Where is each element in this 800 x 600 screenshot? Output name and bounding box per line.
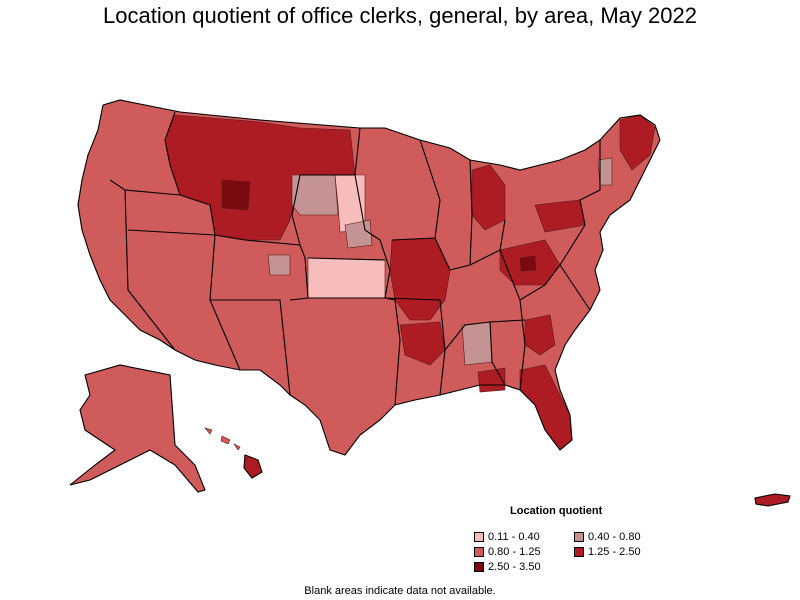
map-region-high-mississippi-valley (399, 321, 446, 366)
map-region-mid-nebraska (344, 219, 373, 249)
legend-swatch (474, 562, 484, 572)
state-boundaries (69, 99, 791, 507)
map-title: Location quotient of office clerks, gene… (103, 3, 697, 28)
footnote: Blank areas indicate data not available. (304, 585, 496, 597)
legend-swatch (574, 532, 584, 542)
map-region-hawaii-islands (204, 427, 241, 451)
legend-title: Location quotient (510, 505, 603, 517)
legend-label: 2.50 - 3.50 (488, 561, 541, 573)
map-region-highest-wyoming (221, 179, 251, 211)
map-region-highest-kentucky (519, 255, 537, 272)
legend-label: 0.11 - 0.40 (488, 531, 540, 543)
legend-swatch (574, 547, 584, 557)
legend-item-0: 0.11 - 0.40 (474, 531, 540, 543)
map-region-alaska (69, 364, 206, 493)
map-region-high-gulf-coast (477, 367, 506, 393)
legend-item-1: 0.40 - 0.80 (574, 531, 641, 543)
map-region-mid-colorado (267, 254, 291, 276)
legend-label: 1.25 - 2.50 (588, 546, 641, 558)
map-region-low-kansas (307, 257, 386, 299)
legend-item-2: 0.80 - 1.25 (474, 546, 541, 558)
map-region-mid-mississippi (461, 321, 493, 366)
legend-item-3: 1.25 - 2.50 (574, 546, 641, 558)
map-region-mid-vermont (597, 157, 613, 186)
legend-swatch (474, 532, 484, 542)
map-region-high-florida (519, 364, 573, 451)
legend-swatch (474, 547, 484, 557)
legend-label: 0.80 - 1.25 (488, 546, 541, 558)
legend-item-4: 2.50 - 3.50 (474, 561, 541, 573)
legend-label: 0.40 - 0.80 (588, 531, 641, 543)
